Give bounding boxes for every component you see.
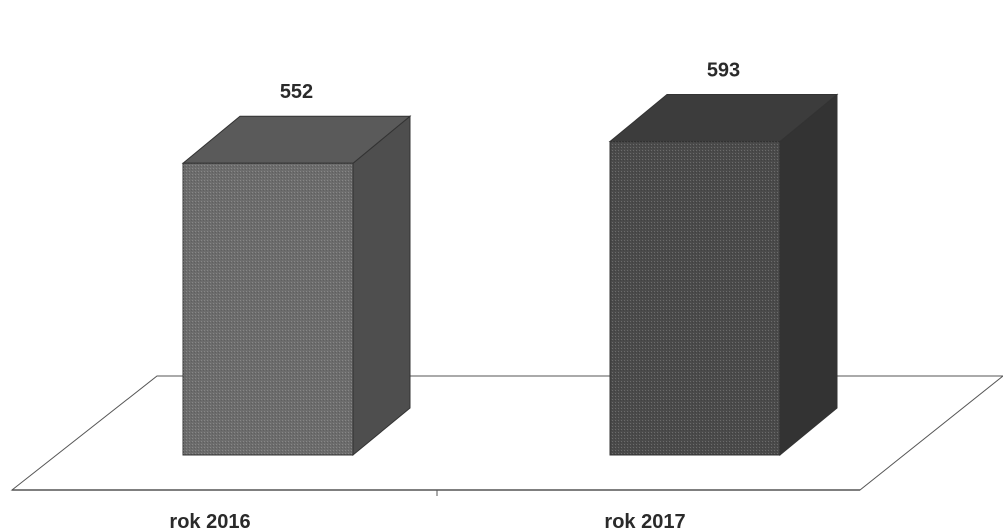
bar-texture-0	[183, 163, 353, 455]
chart-floor	[10, 375, 1003, 496]
data-label-0: 552	[280, 81, 313, 103]
bars-group	[181, 93, 839, 457]
x-tick-label-0: rok 2016	[169, 511, 250, 531]
bar-texture-1	[610, 141, 780, 455]
bar-side-1	[779, 93, 838, 457]
bar-side-0	[352, 115, 411, 457]
bar-0	[181, 115, 412, 457]
data-label-1: 593	[707, 60, 740, 82]
floor-plane	[10, 375, 1003, 491]
x-tick-label-1: rok 2017	[604, 511, 685, 531]
bar-1	[608, 93, 839, 457]
